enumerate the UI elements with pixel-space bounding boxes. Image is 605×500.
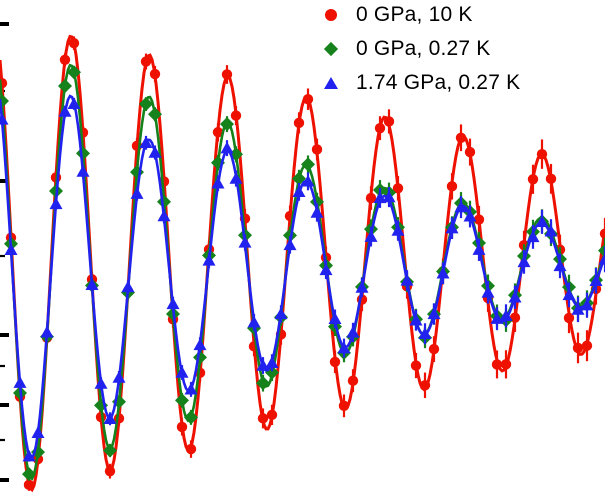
fit-line-triangle	[0, 94, 605, 460]
legend-item-0gpa-10k: 0 GPa, 10 K	[318, 2, 520, 27]
legend-label: 0 GPa, 0.27 K	[356, 36, 491, 60]
legend-label: 1.74 GPa, 0.27 K	[356, 70, 521, 94]
chart-legend: 0 GPa, 10 K 0 GPa, 0.27 K 1.74 GPa, 0.27…	[318, 0, 520, 95]
legend-label: 0 GPa, 10 K	[356, 2, 473, 26]
legend-item-0gpa-027k: 0 GPa, 0.27 K	[318, 36, 520, 61]
green-diamond-icon	[318, 41, 344, 56]
blue-triangle-icon	[318, 76, 344, 89]
legend-item-174gpa-027k: 1.74 GPa, 0.27 K	[318, 70, 520, 95]
series-triangle	[0, 94, 605, 462]
red-circle-icon	[318, 8, 344, 21]
markers-triangle	[0, 97, 605, 462]
